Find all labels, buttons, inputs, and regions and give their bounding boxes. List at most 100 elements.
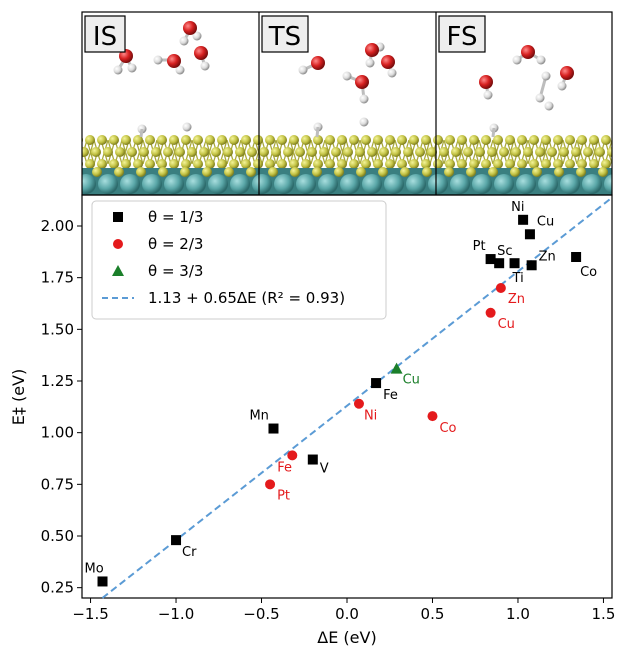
sulfur-atom: [565, 135, 575, 145]
sulfur-atom: [97, 159, 107, 169]
oxygen-atom: [183, 21, 197, 35]
sulfur-atom: [559, 147, 569, 157]
metal-atom: [186, 174, 206, 194]
hydrogen-atom: [544, 101, 554, 111]
oxygen-atom: [381, 55, 395, 69]
x-tick-label: −1.0: [158, 605, 194, 623]
hydrogen-atom: [200, 61, 210, 71]
sulfur-atom: [289, 159, 299, 169]
sulfur-atom: [301, 159, 311, 169]
metal-atom: [472, 174, 492, 194]
sulfur-atom: [157, 135, 167, 145]
sulfur-atom: [265, 159, 275, 169]
sulfur-atom: [517, 159, 527, 169]
data-label: Cu: [537, 214, 554, 229]
panel-label-fs-text: FS: [446, 22, 477, 52]
panel-label-ts-text: TS: [268, 22, 301, 52]
sulfur-atom: [553, 159, 563, 169]
sulfur-atom: [92, 167, 102, 177]
sulfur-atom: [109, 135, 119, 145]
sulfur-atom: [139, 147, 149, 157]
metal-atom: [142, 174, 162, 194]
sulfur-atom: [169, 159, 179, 169]
sulfur-atom: [247, 147, 257, 157]
sulfur-atom: [163, 147, 173, 157]
sulfur-atom: [499, 147, 509, 157]
sulfur-atom: [444, 167, 454, 177]
sulfur-atom: [103, 147, 113, 157]
hydrogen-atom: [153, 55, 163, 65]
sulfur-atom: [378, 167, 388, 177]
sulfur-atom: [445, 159, 455, 169]
sulfur-atom: [217, 159, 227, 169]
data-label: Mo: [85, 561, 104, 576]
legend-label: 1.13 + 0.65ΔE (R² = 0.93): [148, 289, 345, 307]
y-axis: 0.25 0.50 0.75 1.00 1.25 1.50 1.75 2.00: [41, 217, 82, 597]
x-tick-label: −1.5: [72, 605, 108, 623]
sulfur-atom: [325, 135, 335, 145]
sulfur-atom: [493, 135, 503, 145]
sulfur-atom: [571, 147, 581, 157]
sulfur-atom: [379, 147, 389, 157]
sulfur-atom: [385, 159, 395, 169]
sulfur-atom: [181, 159, 191, 169]
sulfur-atom: [136, 167, 146, 177]
sulfur-atom: [463, 147, 473, 157]
y-tick-label: 0.75: [41, 475, 74, 493]
oxygen-atom: [167, 54, 181, 68]
sulfur-atom: [554, 167, 564, 177]
y-tick-label: 1.75: [41, 269, 74, 287]
sulfur-atom: [91, 147, 101, 157]
data-point: [526, 260, 537, 271]
sulfur-atom: [403, 147, 413, 157]
sulfur-atom: [85, 135, 95, 145]
catalyst-slab: [82, 135, 617, 195]
hydrogen-atom: [536, 55, 546, 65]
data-point: [97, 576, 108, 587]
data-point: [571, 252, 582, 262]
sulfur-atom: [451, 147, 461, 157]
oxygen-atom: [194, 46, 208, 60]
metal-atom: [406, 174, 426, 194]
sulfur-atom: [313, 159, 323, 169]
legend-label: θ = 3/3: [148, 262, 203, 280]
metal-atom: [98, 174, 118, 194]
sulfur-atom: [313, 135, 323, 145]
sulfur-atom: [601, 159, 611, 169]
sulfur-atom: [589, 135, 599, 145]
sulfur-atom: [469, 159, 479, 169]
sulfur-atom: [613, 135, 617, 145]
metal-atom: [164, 174, 184, 194]
sulfur-atom: [193, 135, 203, 145]
data-point: [171, 535, 182, 546]
metal-atom: [82, 174, 96, 194]
data-label: Co: [580, 265, 597, 280]
sulfur-atom: [415, 147, 425, 157]
sulfur-atom: [325, 159, 335, 169]
sulfur-atom: [343, 147, 353, 157]
sulfur-atom: [361, 135, 371, 145]
sulfur-atom: [265, 135, 275, 145]
sulfur-atom: [202, 167, 212, 177]
legend-item: θ = 3/3: [112, 262, 203, 280]
sulfur-atom: [283, 147, 293, 157]
data-label: Ni: [511, 200, 524, 215]
sulfur-atom: [193, 159, 203, 169]
sulfur-atom: [205, 159, 215, 169]
sulfur-atom: [337, 159, 347, 169]
x-tick-label: 0.0: [335, 605, 359, 623]
sulfur-atom: [235, 147, 245, 157]
y-axis-label: E‡ (eV): [9, 369, 28, 425]
sulfur-atom: [157, 159, 167, 169]
metal-atom: [560, 174, 580, 194]
sulfur-atom: [397, 135, 407, 145]
sulfur-atom: [290, 167, 300, 177]
sulfur-atom: [397, 159, 407, 169]
sulfur-atom: [481, 159, 491, 169]
sulfur-atom: [355, 147, 365, 157]
sulfur-atom: [331, 147, 341, 157]
sulfur-atom: [277, 135, 287, 145]
sulfur-atom: [595, 147, 605, 157]
sulfur-atom: [133, 135, 143, 145]
sulfur-atom: [488, 167, 498, 177]
